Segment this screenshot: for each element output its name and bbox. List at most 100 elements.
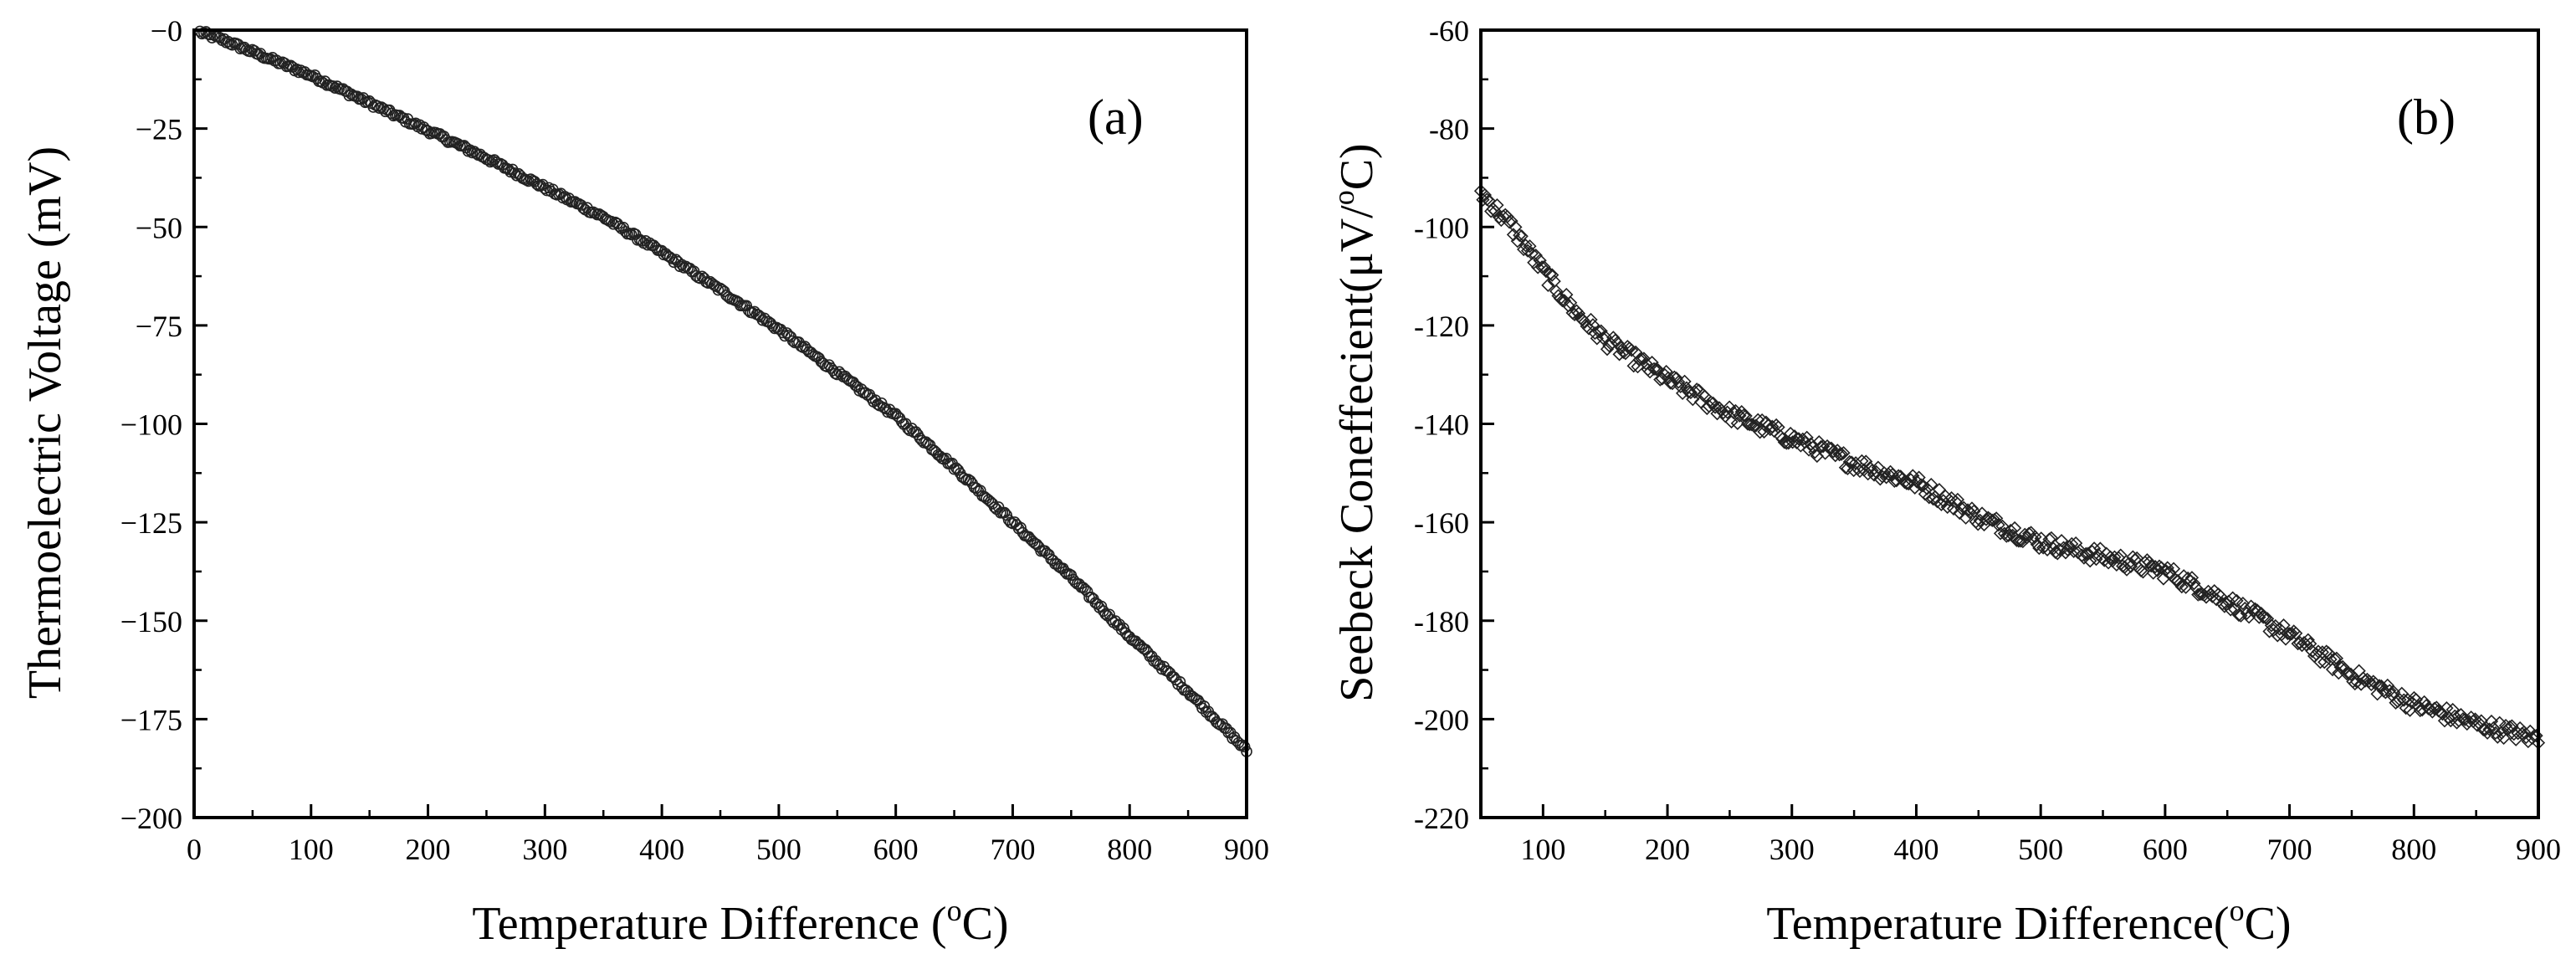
data-point <box>1594 324 1608 338</box>
data-point <box>2319 644 2333 659</box>
data-point <box>1537 259 1551 274</box>
data-point <box>2517 725 2532 740</box>
data-point <box>469 146 480 157</box>
x-tick-labels-a: 0 100 200 300 400 500 600 700 800 900 <box>187 833 1269 866</box>
data-point <box>2329 651 2344 665</box>
data-point <box>2498 718 2513 733</box>
data-point <box>2339 667 2354 681</box>
y-tick-label: -160 <box>1414 506 1469 540</box>
data-point <box>1985 513 2000 527</box>
data-point <box>1922 490 1936 505</box>
data-point <box>1099 608 1112 620</box>
plot-frame-b <box>1479 28 2540 819</box>
data-point <box>2462 715 2476 729</box>
data-point <box>2435 707 2450 721</box>
data-point <box>1753 425 1767 439</box>
data-point <box>2230 593 2244 608</box>
data-point <box>2191 587 2205 602</box>
x-tick-label: 100 <box>289 833 334 866</box>
data-point <box>1616 345 1631 360</box>
data-point <box>509 167 520 179</box>
data-point <box>1859 454 1873 469</box>
data-point <box>2177 569 2191 583</box>
data-point <box>2299 638 2313 652</box>
data-point <box>2488 726 2502 741</box>
data-point <box>1518 238 1533 253</box>
data-point <box>2497 731 2511 746</box>
data-point <box>2409 692 2424 707</box>
data-point <box>2244 599 2258 613</box>
y-tick-label: -80 <box>1429 113 1469 146</box>
data-point <box>1780 436 1794 450</box>
x-tick-label: 200 <box>1645 833 1690 866</box>
data-point <box>1506 228 1521 242</box>
data-point <box>2374 679 2389 694</box>
data-point <box>1567 307 1582 321</box>
data-point <box>2107 550 2122 564</box>
data-point <box>2004 523 2018 538</box>
data-point <box>2317 655 2332 669</box>
y-tick-label: −150 <box>120 605 182 638</box>
x-tick-label: 600 <box>873 833 919 866</box>
data-point <box>2445 702 2460 717</box>
data-point <box>2272 622 2287 636</box>
data-point <box>1513 228 1527 243</box>
data-point <box>2383 684 2397 698</box>
data-point <box>2505 719 2519 733</box>
x-tick-label: 400 <box>1893 833 1938 866</box>
data-point <box>1991 518 2005 532</box>
data-point <box>2307 649 2322 664</box>
data-point <box>2328 652 2342 666</box>
data-point <box>962 474 975 485</box>
data-point <box>623 228 636 239</box>
data-point <box>948 463 960 475</box>
data-point <box>795 340 807 352</box>
panel-a: 0 100 200 300 400 500 600 700 800 900 −0 −25 −50 −75… <box>19 14 1269 950</box>
data-point <box>1584 312 1598 327</box>
data-point <box>2380 678 2394 693</box>
data-point <box>1800 430 1814 444</box>
y-axis-title-b: Seebeck Coneffecient(μV/oC) <box>1327 143 1383 701</box>
data-point <box>712 284 725 296</box>
data-point <box>922 438 934 450</box>
data-point <box>1017 526 1029 539</box>
y-tick-label: −200 <box>120 802 182 835</box>
data-point <box>720 290 732 301</box>
data-point <box>2032 541 2046 556</box>
x-tick-label: 900 <box>2516 833 2561 866</box>
data-point <box>1787 429 1802 444</box>
data-point <box>2437 714 2452 728</box>
y-tick-label: −25 <box>136 113 182 146</box>
data-point <box>1877 466 1892 480</box>
data-point <box>636 235 648 247</box>
x-tick-label: 500 <box>756 833 801 866</box>
data-point <box>2007 521 2022 536</box>
data-point <box>1520 244 1535 258</box>
data-point <box>609 216 622 228</box>
data-point <box>1924 477 1938 492</box>
data-point <box>2154 561 2169 575</box>
data-point <box>2313 655 2328 669</box>
x-tick-label: 300 <box>1769 833 1815 866</box>
data-point <box>1490 198 1504 213</box>
data-point <box>1913 478 1928 492</box>
x-tick-label: 900 <box>1224 833 1269 866</box>
data-point <box>1238 741 1251 753</box>
data-point <box>982 494 995 506</box>
data-point <box>988 501 1001 513</box>
data-point <box>2364 677 2379 692</box>
y-tick-label: -60 <box>1429 14 1469 48</box>
x-tick-label: 700 <box>990 833 1035 866</box>
data-point <box>2142 555 2156 570</box>
x-tick-label: 800 <box>1107 833 1152 866</box>
data-point <box>1672 375 1686 389</box>
data-point <box>2113 548 2128 562</box>
panel-label-a: (a) <box>1088 90 1144 145</box>
data-point <box>1581 321 1596 336</box>
ticks-b <box>1481 28 2540 819</box>
data-point <box>466 146 479 159</box>
data-point <box>1578 315 1592 330</box>
data-point <box>1832 448 1846 462</box>
data-point <box>293 66 305 79</box>
data-point <box>2183 573 2197 588</box>
